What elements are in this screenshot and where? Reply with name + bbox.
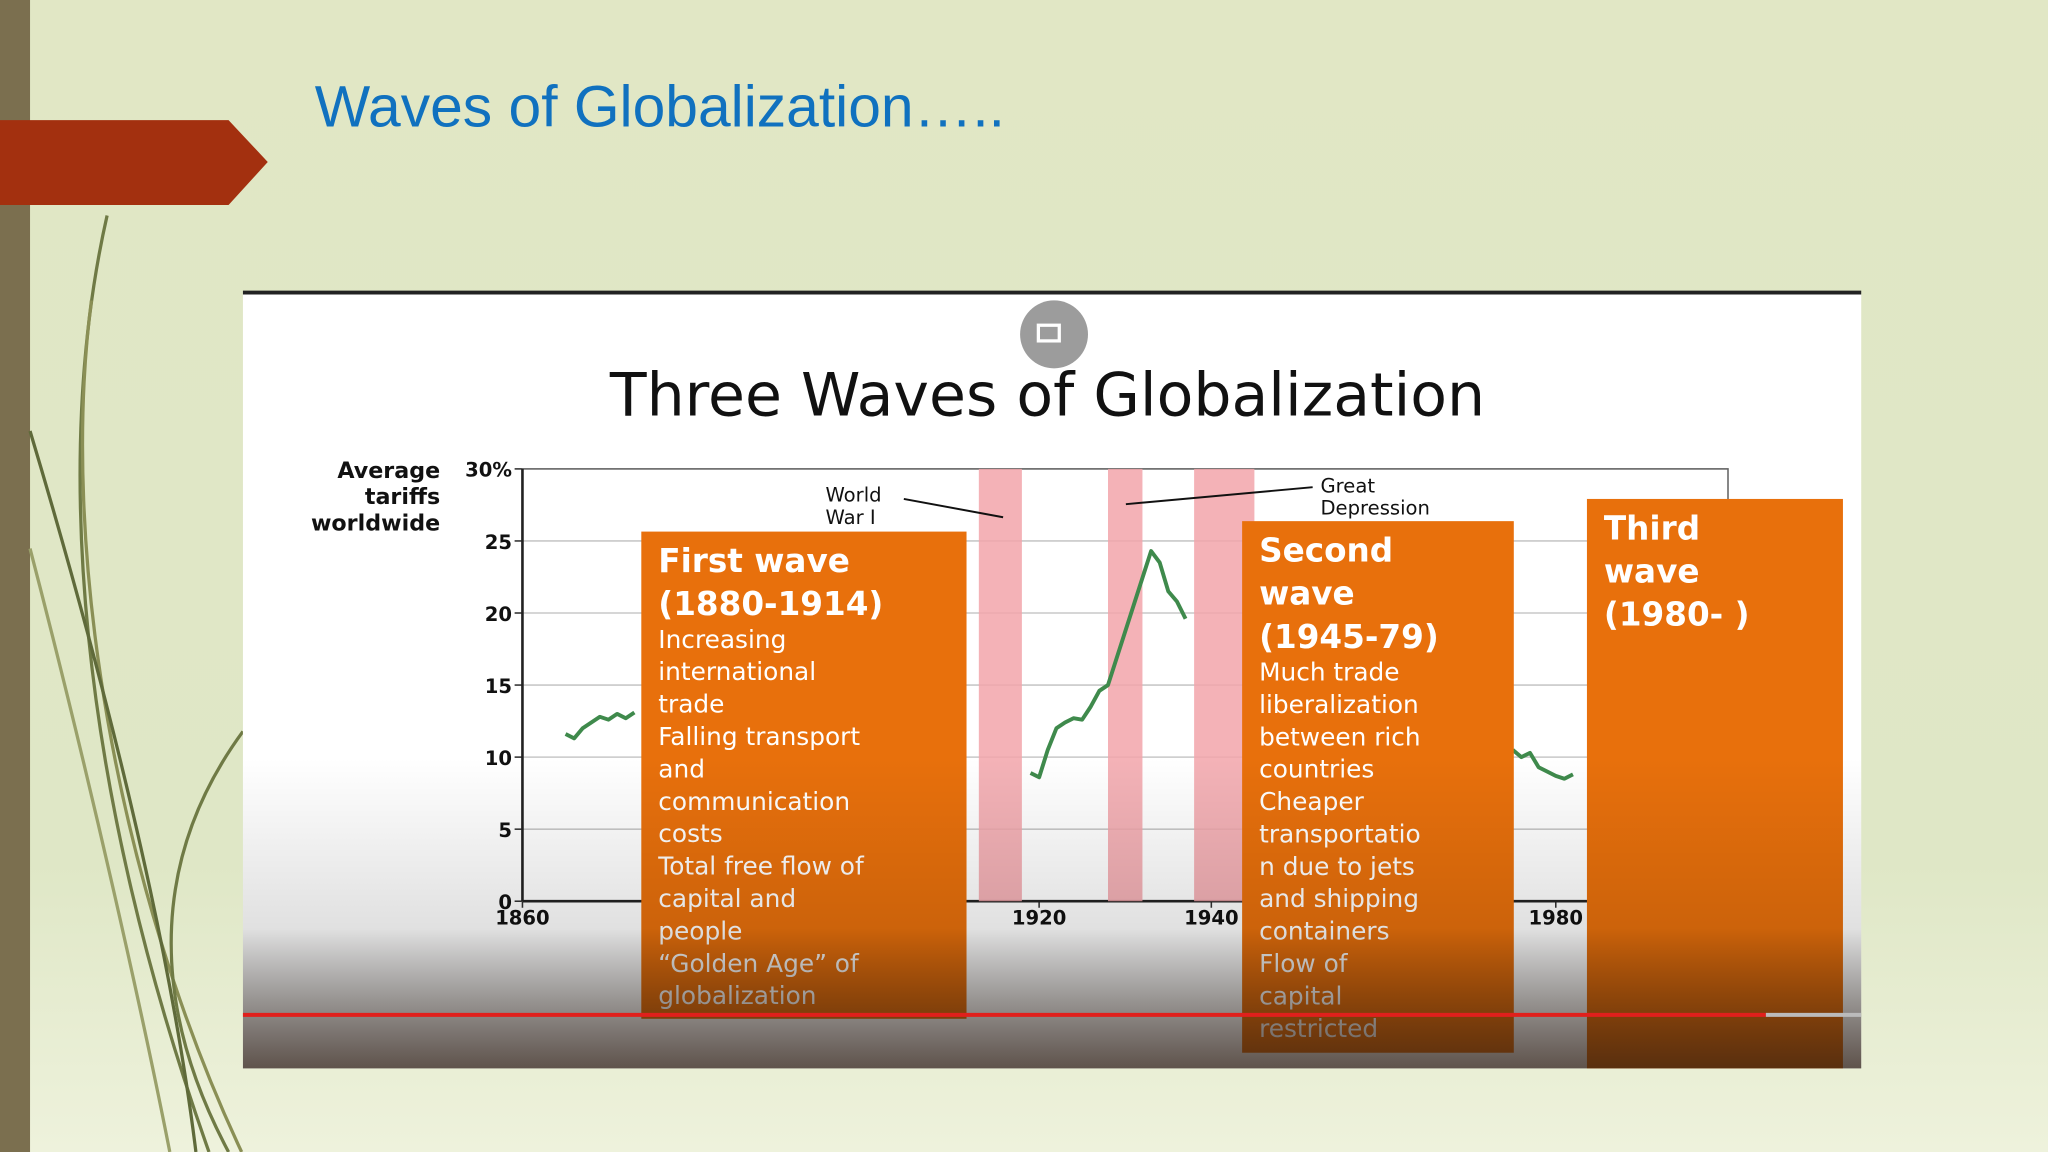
image-icon-glyph (1036, 323, 1061, 343)
wave-body: liberalization (1259, 690, 1419, 719)
title-arrow (0, 120, 268, 206)
wave-body: Much trade (1259, 657, 1399, 686)
decor-curves (28, 215, 245, 1152)
wave-title: wave (1604, 553, 1700, 591)
wave-body: trade (658, 690, 724, 719)
y-tick-label: 30% (465, 459, 512, 482)
wave-title: (1945-79) (1259, 618, 1439, 656)
wave-body: Falling transport (658, 722, 860, 751)
wave-title: Second (1259, 532, 1393, 570)
image-shade (242, 757, 1862, 1069)
wave-body: between rich (1259, 722, 1421, 751)
y-tick-label: 25 (485, 531, 512, 554)
y-axis-label: tariffs (365, 484, 440, 510)
annotation-leader (903, 497, 1004, 519)
wave-title: First wave (658, 542, 850, 580)
wave-title: wave (1259, 575, 1355, 613)
wave-body: international (658, 657, 816, 686)
wave-title: Third (1604, 509, 1700, 547)
annotation: World (825, 484, 881, 507)
image-icon (1020, 300, 1088, 369)
slide-title: Waves of Globalization….. (315, 75, 1005, 140)
annotation: War I (825, 506, 875, 529)
annotation: Depression (1320, 497, 1429, 520)
wave-title: (1980- ) (1604, 596, 1750, 634)
wave-title: (1880-1914) (658, 585, 883, 623)
y-axis-label: worldwide (311, 510, 440, 536)
y-tick-label: 20 (485, 603, 512, 626)
y-axis-label: Average (337, 458, 440, 484)
annotation-leader (1125, 486, 1313, 506)
annotation: Great (1320, 474, 1375, 497)
wave-body: Increasing (658, 625, 786, 654)
y-tick-label: 15 (485, 675, 512, 698)
chart-title: Three Waves of Globalization (609, 360, 1485, 430)
